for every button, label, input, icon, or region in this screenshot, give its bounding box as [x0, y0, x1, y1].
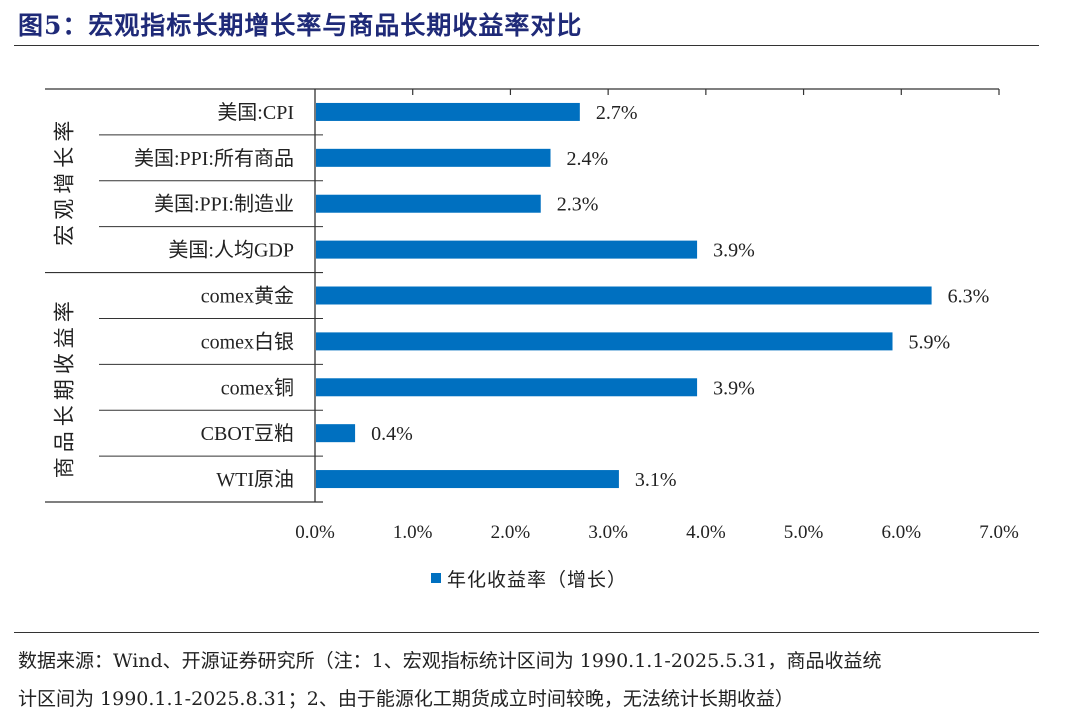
data-label: 5.9% — [909, 331, 951, 353]
group-label: 宏观增长率 — [53, 116, 77, 246]
category-label: CBOT豆粕 — [201, 422, 294, 445]
bar — [316, 102, 580, 121]
data-label: 2.7% — [596, 102, 638, 124]
data-label: 3.1% — [635, 469, 677, 491]
bar — [316, 240, 698, 259]
bar — [316, 470, 619, 489]
bar-chart: 0.0% 1.0% 2.0% 3.0% 4.0% 5.0% 6.0% 7.0% 宏观增长率商品长… — [45, 88, 1019, 591]
x-tick-label: 6.0% — [881, 522, 921, 543]
legend-swatch — [431, 573, 441, 583]
title-divider — [14, 45, 1039, 46]
x-tick-label: 4.0% — [686, 522, 726, 543]
category-label: 美国:PPI:制造业 — [154, 193, 294, 216]
x-tick-label: 5.0% — [784, 522, 824, 543]
category-label: comex白银 — [201, 330, 294, 353]
bar — [316, 332, 893, 351]
data-label: 2.3% — [557, 194, 599, 216]
data-label: 0.4% — [371, 423, 413, 445]
data-label: 2.4% — [567, 148, 609, 170]
source-note-line-1: 数据来源：Wind、开源证券研究所（注：1、宏观指标统计区间为 1990.1.1… — [18, 650, 882, 672]
bar — [316, 148, 551, 167]
category-label: 美国:人均GDP — [168, 239, 294, 262]
x-tick-label: 3.0% — [588, 522, 628, 543]
data-label: 6.3% — [948, 286, 990, 308]
group-label: 商品长期收益率 — [53, 296, 77, 478]
figure-title: 图5：宏观指标长期增长率与商品长期收益率对比 — [18, 11, 583, 40]
category-label: comex黄金 — [201, 285, 294, 308]
category-label: WTI原油 — [216, 468, 294, 491]
data-label: 3.9% — [713, 240, 755, 262]
x-tick-label: 7.0% — [979, 522, 1019, 543]
source-divider — [14, 632, 1039, 633]
x-tick-label: 0.0% — [295, 522, 335, 543]
category-label: 美国:CPI — [217, 101, 294, 124]
bar — [316, 424, 356, 443]
category-label: 美国:PPI:所有商品 — [134, 147, 294, 170]
x-tick-label: 1.0% — [393, 522, 433, 543]
category-label: comex铜 — [221, 376, 294, 399]
x-tick-label: 2.0% — [491, 522, 531, 543]
legend-label: 年化收益率（增长） — [447, 569, 627, 591]
bar — [316, 378, 698, 397]
bar — [316, 286, 932, 305]
bar — [316, 194, 541, 213]
data-label: 3.9% — [713, 377, 755, 399]
source-note-line-2: 计区间为 1990.1.1-2025.8.31；2、由于能源化工期货成立时间较晚… — [18, 688, 794, 710]
